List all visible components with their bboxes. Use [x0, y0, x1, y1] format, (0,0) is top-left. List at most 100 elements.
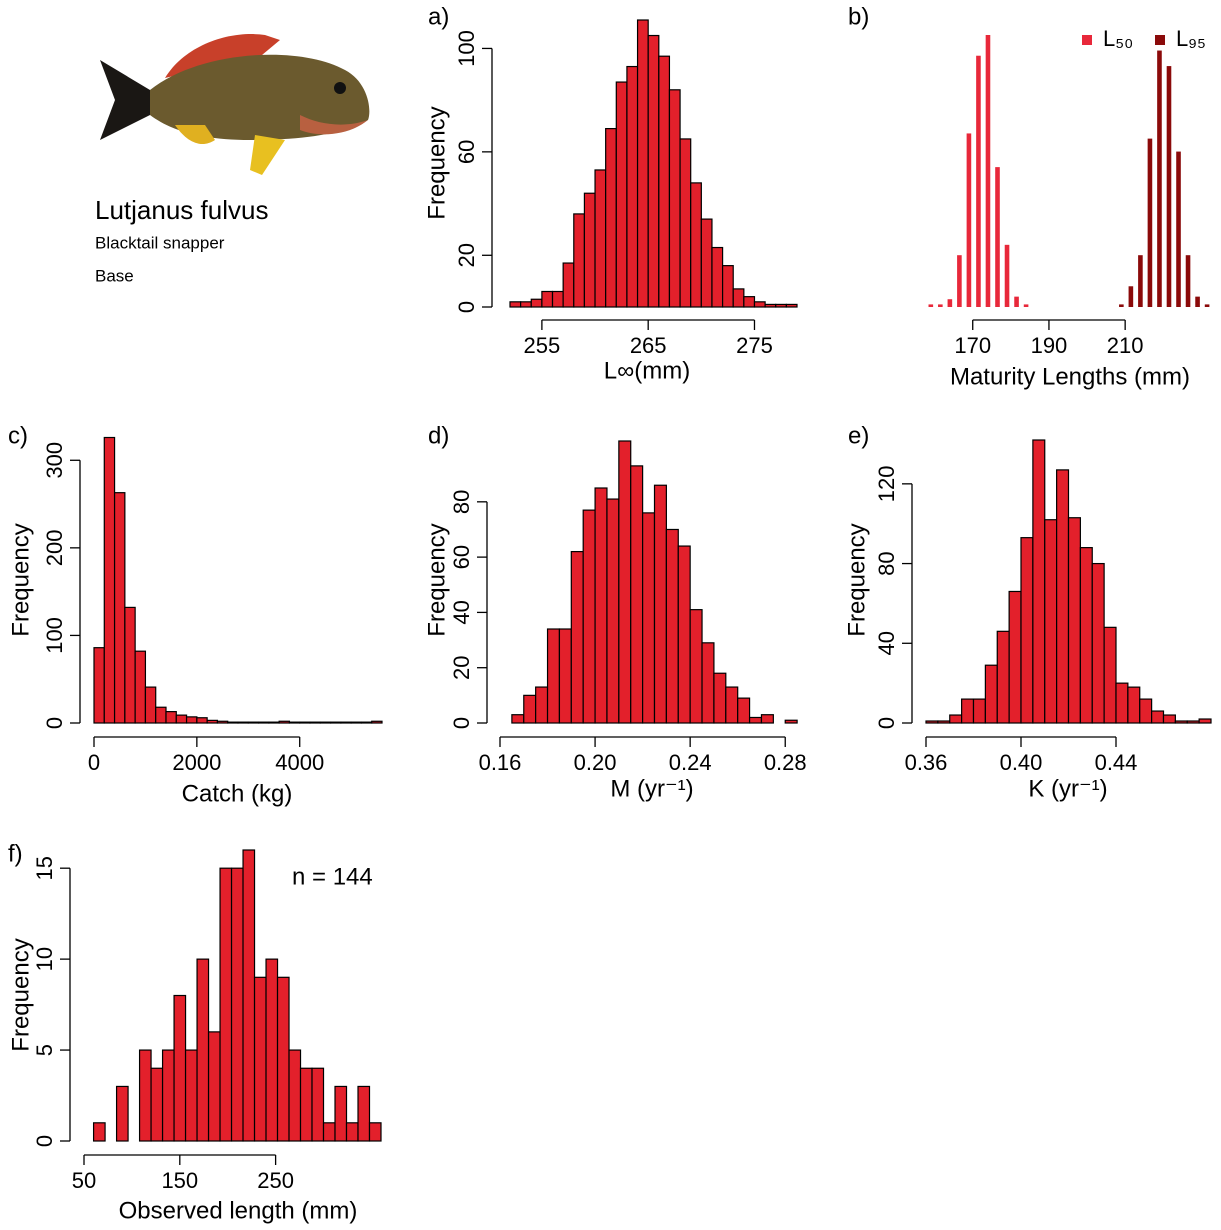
histogram-bar — [553, 291, 564, 307]
histogram-bar — [197, 718, 207, 723]
histogram-bar — [1080, 548, 1092, 723]
histogram-bar — [974, 699, 986, 723]
figure: Lutjanus fulvus Blacktail snapper Base a… — [0, 0, 1221, 1230]
histogram-bar — [619, 441, 631, 723]
y-tick-label: 100 — [454, 30, 479, 67]
bar — [1014, 297, 1019, 307]
bar — [976, 56, 981, 307]
y-tick-label: 5 — [32, 1044, 57, 1056]
y-tick-label: 100 — [42, 617, 67, 654]
legend-swatch — [1155, 35, 1165, 45]
histogram-bar — [536, 687, 548, 723]
y-tick-label: 0 — [874, 717, 899, 729]
x-tick-label: 0.24 — [669, 750, 712, 775]
histogram-bar — [115, 493, 125, 723]
x-tick-label: 0.20 — [574, 750, 617, 775]
histogram-bar — [1164, 715, 1176, 723]
bar — [995, 167, 1000, 307]
histogram-bar — [176, 715, 186, 723]
fish-eye — [334, 82, 346, 94]
bar — [1024, 304, 1029, 307]
histogram-bar — [248, 722, 258, 723]
bar — [1138, 255, 1143, 307]
histogram-bar — [1009, 591, 1021, 723]
histogram-bar — [680, 139, 691, 307]
histogram-bar — [690, 610, 702, 723]
bar — [1176, 152, 1181, 307]
histogram-bar — [140, 1050, 151, 1141]
histogram-bar — [372, 721, 382, 723]
y-tick-label: 0 — [454, 301, 479, 313]
histogram-bar — [510, 302, 521, 307]
panel-label: b) — [848, 3, 869, 30]
histogram-bar — [301, 1068, 312, 1141]
bar — [1157, 51, 1162, 307]
histogram-bar — [1069, 518, 1081, 723]
histogram-bar — [638, 20, 649, 307]
histogram-bar — [563, 263, 574, 307]
histogram-bar — [678, 546, 690, 723]
x-tick-label: 190 — [1031, 333, 1068, 358]
x-axis-title: M (yr⁻¹) — [610, 775, 693, 802]
histogram-bar — [606, 129, 617, 307]
x-tick-label: 0 — [88, 750, 100, 775]
panel-label: d) — [428, 422, 449, 449]
histogram-bar — [145, 687, 155, 723]
legend-label: L₅₀ — [1103, 26, 1133, 51]
bar — [1195, 297, 1200, 307]
x-tick-label: 265 — [630, 333, 667, 358]
histogram-bar — [1045, 520, 1057, 723]
histogram-bar — [269, 722, 279, 723]
histogram-bar — [631, 466, 643, 723]
fish-illustration — [100, 34, 369, 175]
histogram-bar — [595, 488, 607, 723]
histogram-bar — [723, 266, 734, 307]
common-name: Blacktail snapper — [95, 233, 225, 252]
histogram-bar — [531, 299, 542, 307]
x-tick-label: 0.40 — [1000, 750, 1043, 775]
bar — [957, 255, 962, 307]
histogram-bar — [361, 722, 371, 723]
y-tick-label: 80 — [449, 490, 474, 514]
histogram-bar — [702, 643, 714, 723]
x-axis-title: Catch (kg) — [182, 780, 293, 807]
y-axis-title: Frequency — [423, 106, 450, 219]
fish-pelvic-fin — [250, 135, 285, 175]
bar — [1167, 66, 1172, 307]
histogram-bar — [135, 651, 145, 723]
histogram-bar — [1104, 627, 1116, 723]
histogram-bar — [512, 715, 524, 723]
y-axis-title: Frequency — [843, 523, 870, 636]
bar — [1005, 245, 1010, 307]
histogram-bar — [1128, 687, 1140, 723]
histogram-bar — [714, 673, 726, 723]
legend-swatch — [1082, 35, 1092, 45]
histogram-bar — [217, 721, 227, 723]
panel-label: f) — [8, 840, 23, 867]
panel: d)M (yr⁻¹)Frequency0.160.200.240.2802040… — [423, 422, 806, 802]
bar — [929, 304, 934, 307]
y-axis-title: Frequency — [7, 938, 34, 1051]
x-tick-label: 2000 — [172, 750, 221, 775]
histogram-bar — [726, 687, 738, 723]
histogram-bar — [156, 707, 166, 723]
histogram-bar — [220, 868, 231, 1141]
histogram-bar — [347, 1123, 358, 1141]
histogram-bar — [1140, 699, 1152, 723]
histogram-bar — [163, 1050, 174, 1141]
histogram-bar — [785, 720, 797, 723]
y-tick-label: 0 — [449, 717, 474, 729]
histogram-bar — [1116, 683, 1128, 723]
x-tick-label: 255 — [524, 333, 561, 358]
y-tick-label: 80 — [874, 551, 899, 575]
histogram-bar — [938, 721, 950, 723]
x-tick-label: 0.44 — [1095, 750, 1138, 775]
histogram-bar — [312, 1068, 323, 1141]
bar — [938, 304, 943, 307]
histogram-bar — [166, 712, 176, 723]
histogram-bar — [950, 715, 962, 723]
histogram-bar — [125, 607, 135, 723]
histogram-bar — [643, 513, 655, 723]
